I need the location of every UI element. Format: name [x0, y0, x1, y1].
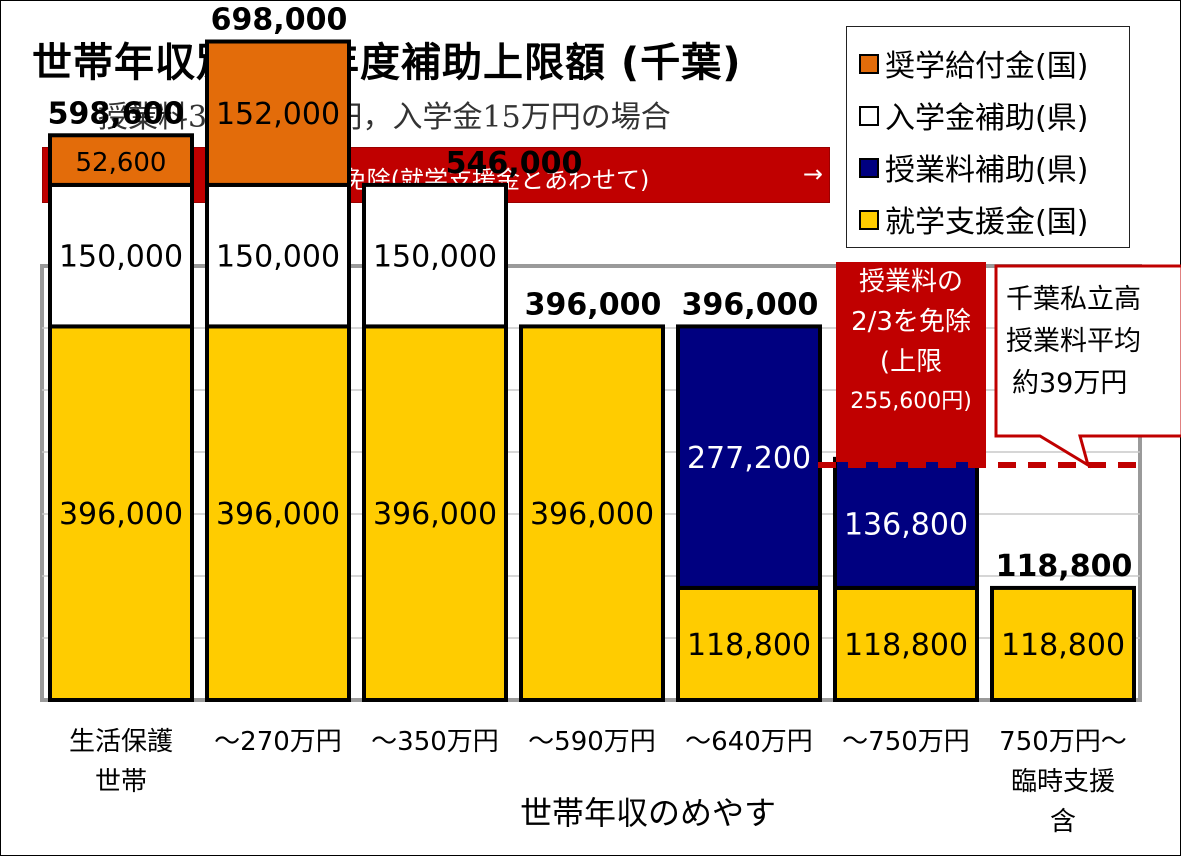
legend-item-admission-subsidy: 入学金補助(県) [859, 93, 1089, 136]
segment-label: 277,200 [687, 441, 811, 476]
total-label: 546,000 [446, 146, 583, 181]
segment-label: 118,800 [844, 628, 968, 663]
segment-label: 396,000 [530, 497, 654, 532]
segment-label: 396,000 [373, 497, 497, 532]
segment-label: 152,000 [216, 97, 340, 132]
legend-label: 入学金補助(県) [885, 101, 1089, 136]
total-label: 598,600 [48, 96, 185, 131]
segment-label: 136,800 [844, 507, 968, 542]
x-tick-label: 〜270万円 [214, 727, 342, 757]
x-tick-label: 生活保護 世帯 [68, 727, 173, 797]
legend-item-support-fund: 就学支援金(国) [859, 197, 1089, 240]
segment-label: 150,000 [59, 240, 183, 275]
legend: 奨学給付金(国) 入学金補助(県) 授業料補助(県) 就学支援金(国) [846, 26, 1130, 248]
chart-subtitle: 授業料39万6000円，入学金15万円の場合 [98, 100, 671, 135]
bar-segment [676, 324, 822, 590]
x-tick-label: 〜640万円 [685, 727, 813, 757]
bar-segment [676, 585, 822, 702]
segment-label: 118,800 [687, 628, 811, 663]
callout-line2: 2/3を免除 [851, 307, 971, 337]
segment-label: 396,000 [216, 497, 340, 532]
bar-segment [833, 585, 979, 702]
legend-swatch [859, 106, 879, 126]
bar-segment [48, 324, 194, 702]
segment-label: 396,000 [59, 497, 183, 532]
callout-line1: 授業料の [858, 267, 963, 297]
x-tick-label: 〜350万円 [371, 727, 499, 757]
bar-segment [205, 182, 351, 329]
legend-label: 授業料補助(県) [885, 153, 1089, 188]
segment-label: 150,000 [216, 240, 340, 275]
x-tick-label: 〜590万円 [528, 727, 656, 757]
callout-line3: (上限 [879, 347, 943, 377]
total-label: 698,000 [211, 3, 348, 38]
bar-segment [362, 324, 508, 702]
segment-label: 118,800 [1001, 628, 1125, 663]
bar-segment [990, 585, 1136, 702]
segment-label: 150,000 [373, 240, 497, 275]
bar-segment [205, 39, 351, 187]
segment-label: 52,600 [76, 148, 167, 178]
bar-segment [519, 324, 665, 702]
x-tick-label: 〜750万円 [842, 727, 970, 757]
bar-segment [48, 182, 194, 329]
average-callout-line: 約39万円 [1012, 368, 1127, 399]
average-callout-line: 授業料平均 [1006, 326, 1141, 357]
legend-item-scholarship: 奨学給付金(国) [859, 41, 1089, 84]
x-tick-label: 750万円〜 臨時支援含 [999, 727, 1127, 837]
legend-label: 就学支援金(国) [885, 205, 1089, 240]
bar-segment [48, 133, 194, 187]
total-label: 118,800 [996, 549, 1133, 584]
bar-segment [362, 182, 508, 329]
total-label: 396,000 [682, 287, 819, 322]
arrow-right-icon: → [802, 160, 823, 188]
total-label: 396,000 [525, 287, 662, 322]
chart-title: 世帯年収別の初年度補助上限額 (千葉) [32, 40, 742, 86]
legend-swatch [859, 210, 879, 230]
legend-label: 奨学給付金(国) [885, 49, 1089, 84]
callout-line4: 255,600円) [850, 389, 972, 414]
x-axis-title: 世帯年収のめやす [520, 794, 777, 832]
average-tuition-callout [994, 264, 1181, 469]
legend-swatch [859, 158, 879, 178]
average-callout-line: 千葉私立高 [1006, 284, 1141, 315]
two-thirds-exemption-callout: 授業料の 2/3を免除 (上限 255,600円) [836, 262, 986, 462]
legend-swatch [859, 54, 879, 74]
bar-segment [205, 324, 351, 702]
legend-item-tuition-subsidy: 授業料補助(県) [859, 145, 1089, 188]
